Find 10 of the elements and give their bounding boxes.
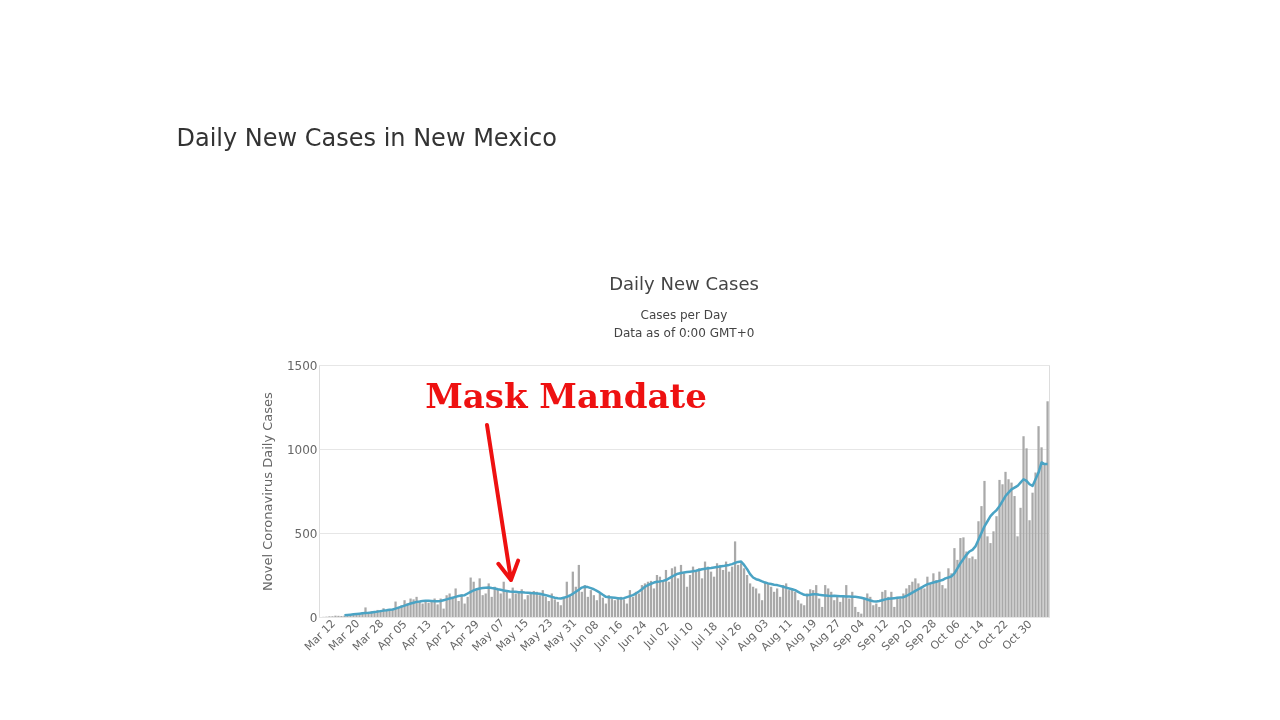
y-tick-label: 1500 [286,358,318,373]
annotation: Mask Mandate [425,376,707,416]
text: Cases per Day [640,308,728,322]
chart-subtitle: Daily New Cases [609,273,759,294]
chart-title: Daily New Cases in New Mexico [176,124,557,152]
y-tick-label: 500 [294,526,318,541]
y-tick-label: 0 [309,610,318,625]
text: Data as of 0:00 GMT+0 [613,326,755,340]
y-axis-title: Novel Coronavirus Daily Cases [259,391,275,591]
y-tick-label: 1000 [286,442,318,457]
